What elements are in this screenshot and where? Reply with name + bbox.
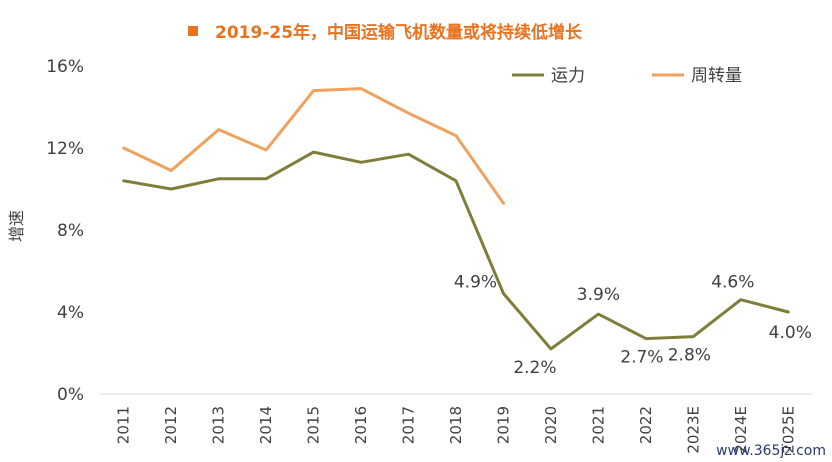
data-label: 2.7% (620, 348, 663, 368)
x-tick-label: 2015 (305, 406, 323, 444)
y-tick-label: 8% (57, 221, 84, 241)
y-ticks: 0% 4% 8% 12% 16% (46, 57, 84, 405)
legend: 运力 周转量 (512, 66, 742, 86)
data-label: 4.0% (769, 323, 812, 343)
y-axis-label: 增速 (7, 210, 26, 242)
x-tick-label: 2013 (210, 406, 228, 444)
series-line-capacity (122, 150, 790, 351)
data-label: 4.9% (454, 273, 497, 293)
y-tick-label: 0% (57, 385, 84, 405)
y-tick-label: 16% (46, 57, 84, 77)
x-tick-label: 2024E (732, 406, 750, 454)
series-lines (122, 87, 790, 351)
x-tick-label: 2025E (779, 406, 797, 454)
x-ticks: 2011 2012 2013 2014 2015 2016 2017 2018 2019 2020… (115, 406, 798, 454)
data-label: 3.9% (577, 285, 620, 305)
legend-label-turnover: 周转量 (691, 66, 742, 86)
x-tick-label: 2023E (684, 406, 702, 454)
title-marker (188, 26, 198, 36)
data-label: 2.2% (513, 358, 556, 378)
series-line-turnover (122, 87, 505, 205)
legend-label-capacity: 运力 (551, 66, 585, 86)
watermark: www.365jz.com (716, 443, 826, 459)
x-tick-label: 2022 (637, 406, 655, 444)
y-tick-label: 4% (57, 303, 84, 323)
x-tick-label: 2021 (589, 406, 607, 444)
y-tick-label: 12% (46, 139, 84, 159)
x-tick-label: 2014 (257, 406, 275, 444)
data-label: 4.6% (711, 273, 754, 293)
x-tick-label: 2017 (400, 406, 418, 444)
x-tick-label: 2011 (115, 406, 133, 444)
x-tick-label: 2020 (542, 406, 560, 444)
x-tick-label: 2016 (352, 406, 370, 444)
chart-title: 2019-25年，中国运输飞机数量或将持续低增长 (215, 22, 583, 43)
x-tick-label: 2018 (447, 406, 465, 444)
data-labels: 4.9% 2.2% 3.9% 2.7% 2.8% 4.6% 4.0% (454, 273, 812, 378)
x-tick-label: 2019 (494, 406, 512, 444)
x-tick-label: 2012 (162, 406, 180, 444)
data-label: 2.8% (668, 346, 711, 366)
